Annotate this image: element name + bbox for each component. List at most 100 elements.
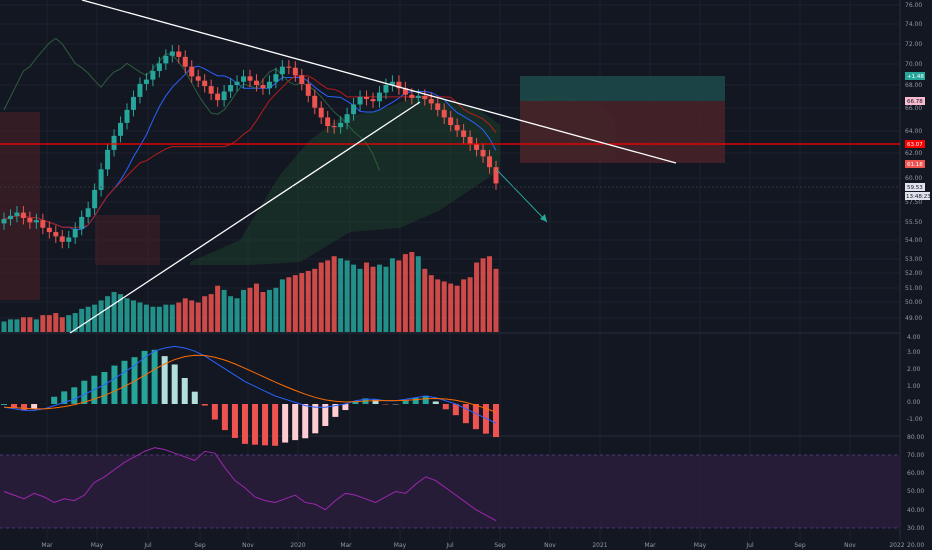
candle-body[interactable] xyxy=(20,212,26,219)
candle-body[interactable] xyxy=(376,92,382,102)
candle-body[interactable] xyxy=(156,63,162,71)
candle-body[interactable] xyxy=(7,215,13,220)
projection-arrow[interactable] xyxy=(496,169,548,223)
candle-body[interactable] xyxy=(176,51,182,57)
candle-body[interactable] xyxy=(448,117,454,126)
candle-body[interactable] xyxy=(137,83,143,97)
candle-body[interactable] xyxy=(72,228,78,238)
candle-body[interactable] xyxy=(182,56,188,67)
candle-body[interactable] xyxy=(273,74,279,82)
candle-body[interactable] xyxy=(150,70,156,80)
candle-body[interactable] xyxy=(461,130,467,137)
volume-bar xyxy=(124,298,130,332)
candle-body[interactable] xyxy=(279,66,285,75)
candle-body[interactable] xyxy=(454,125,460,131)
candle-body[interactable] xyxy=(228,85,234,92)
candle-body[interactable] xyxy=(383,85,389,93)
candle-body[interactable] xyxy=(124,109,130,123)
candle-body[interactable] xyxy=(221,91,227,101)
candle-body[interactable] xyxy=(364,96,370,100)
candle-body[interactable] xyxy=(480,149,486,157)
candle-body[interactable] xyxy=(46,227,52,233)
candle-body[interactable] xyxy=(130,96,136,110)
candle-body[interactable] xyxy=(389,81,395,86)
candle-body[interactable] xyxy=(286,66,292,68)
candle-body[interactable] xyxy=(163,55,169,64)
candle-body[interactable] xyxy=(260,85,266,89)
macd-axis[interactable]: 4.00 3.00 2.00 1.00 0.00 -1.00 xyxy=(907,334,923,423)
macd-histogram-bar xyxy=(432,401,439,404)
candle-body[interactable] xyxy=(59,236,65,242)
macd-histogram-bar xyxy=(211,404,218,420)
macd-axis-label: 4.00 xyxy=(907,334,921,341)
candle-body[interactable] xyxy=(208,86,214,94)
candle-body[interactable] xyxy=(234,81,240,86)
candle-body[interactable] xyxy=(1,219,7,224)
candle-body[interactable] xyxy=(474,144,480,150)
candle-body[interactable] xyxy=(14,212,20,216)
candle-body[interactable] xyxy=(344,114,350,123)
candle-body[interactable] xyxy=(66,237,72,242)
candle-body[interactable] xyxy=(92,189,98,209)
candle-body[interactable] xyxy=(202,80,208,87)
descending-trendline[interactable] xyxy=(81,0,677,164)
candle-body[interactable] xyxy=(370,99,376,102)
candle-body[interactable] xyxy=(189,66,195,77)
candle-body[interactable] xyxy=(111,135,117,150)
candle-body[interactable] xyxy=(266,81,272,89)
price-axis[interactable]: 76.00 74.00 72.00 70.00 68.00 66.00 64.00 62.00… xyxy=(905,2,922,322)
ascending-trendline[interactable] xyxy=(69,101,421,334)
candle-body[interactable] xyxy=(415,95,421,98)
candle-body[interactable] xyxy=(98,169,104,190)
candle-body[interactable] xyxy=(467,136,473,145)
candle-body[interactable] xyxy=(40,220,46,228)
candle-body[interactable] xyxy=(487,156,493,168)
candle-body[interactable] xyxy=(338,122,344,128)
candle-body[interactable] xyxy=(422,95,428,100)
candle-body[interactable] xyxy=(79,216,85,229)
candle-body[interactable] xyxy=(195,76,201,81)
macd-histogram-bar xyxy=(221,404,228,431)
candle-body[interactable] xyxy=(292,67,298,76)
candle-body[interactable] xyxy=(118,122,124,136)
candle-body[interactable] xyxy=(105,149,111,170)
candle-body[interactable] xyxy=(241,76,247,82)
candle-body[interactable] xyxy=(53,232,59,237)
volume-bar xyxy=(92,304,98,332)
candle-body[interactable] xyxy=(331,126,337,128)
volume-bar xyxy=(461,279,467,332)
candle-body[interactable] xyxy=(143,79,149,84)
candle-body[interactable] xyxy=(435,103,441,110)
candle-body[interactable] xyxy=(396,81,402,89)
target-zone[interactable] xyxy=(520,76,725,101)
candle-body[interactable] xyxy=(325,117,331,127)
candle-body[interactable] xyxy=(305,83,311,96)
stop-zone[interactable] xyxy=(520,101,725,163)
candlesticks[interactable] xyxy=(1,45,499,249)
candle-body[interactable] xyxy=(351,104,357,115)
price-axis-label: 60.00 xyxy=(905,175,922,182)
candle-body[interactable] xyxy=(85,208,91,217)
rsi-axis-label: 40.00 xyxy=(907,507,924,514)
candle-body[interactable] xyxy=(402,88,408,95)
candle-body[interactable] xyxy=(441,109,447,118)
candle-body[interactable] xyxy=(27,218,33,223)
volume-bar xyxy=(247,287,253,332)
candle-body[interactable] xyxy=(428,99,434,104)
candle-body[interactable] xyxy=(357,96,363,105)
candle-body[interactable] xyxy=(312,95,318,108)
price-tag-4-text: 61.18 xyxy=(907,162,923,168)
candle-body[interactable] xyxy=(409,94,415,98)
price-tag-2: 66.78 xyxy=(905,97,925,105)
time-axis[interactable]: Mar May Jul Sep Nov 2020 Mar May Jul Sep Nov 2021 Ma… xyxy=(41,542,904,549)
candle-body[interactable] xyxy=(493,167,499,184)
rsi-axis[interactable]: 80.00 70.00 60.00 50.00 40.00 30.00 20.00 xyxy=(907,434,924,549)
candle-body[interactable] xyxy=(318,107,324,118)
candle-body[interactable] xyxy=(299,75,305,84)
candle-body[interactable] xyxy=(215,93,221,101)
candle-body[interactable] xyxy=(247,76,253,81)
candle-body[interactable] xyxy=(33,220,39,223)
candle-body[interactable] xyxy=(169,51,175,56)
candle-body[interactable] xyxy=(253,80,259,86)
